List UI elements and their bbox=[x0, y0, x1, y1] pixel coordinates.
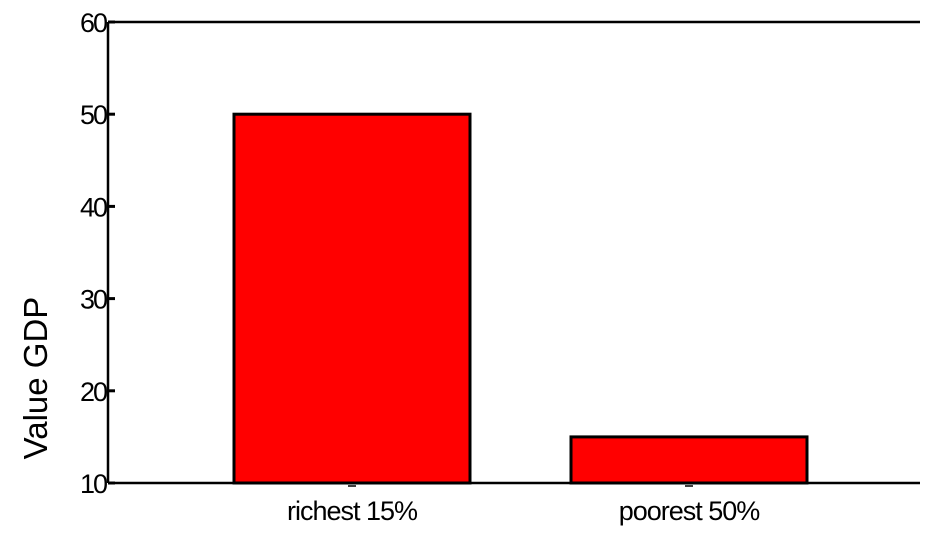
y-tick-label: 20 bbox=[80, 377, 107, 407]
bar bbox=[569, 435, 809, 485]
x-category-label: poorest 50% bbox=[619, 496, 761, 526]
bar bbox=[232, 112, 472, 485]
y-tick-label: 30 bbox=[80, 285, 107, 315]
y-ticks: 10 20 30 40 50 60 bbox=[80, 8, 115, 499]
y-axis-title: Value GDP bbox=[17, 297, 54, 460]
bars bbox=[232, 112, 809, 485]
y-tick-label: 40 bbox=[80, 192, 107, 222]
x-category-label: richest 15% bbox=[287, 496, 418, 526]
x-ticks: richest 15% poorest 50% bbox=[287, 485, 761, 526]
y-tick-label: 60 bbox=[80, 8, 107, 38]
y-tick-label: 50 bbox=[80, 100, 107, 130]
y-tick-label: 10 bbox=[80, 469, 107, 499]
plot-frame bbox=[106, 20, 920, 485]
